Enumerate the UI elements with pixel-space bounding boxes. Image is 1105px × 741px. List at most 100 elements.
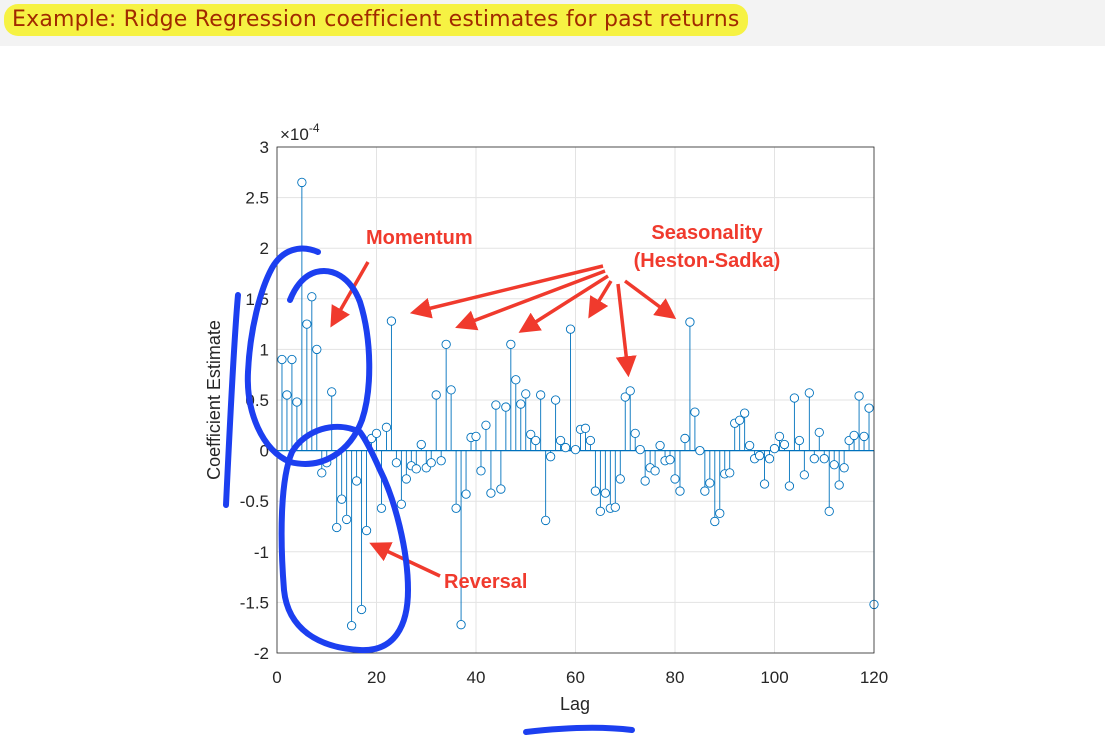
stem-marker <box>391 458 402 468</box>
stem-marker <box>635 444 645 455</box>
slide-title-bar: Example: Ridge Regression coefficient es… <box>0 0 1105 46</box>
stem-marker <box>799 470 809 480</box>
stem-point <box>431 390 441 451</box>
stem-marker <box>829 460 839 470</box>
y-axis-underline-ink <box>223 292 241 508</box>
stem-point <box>744 440 755 451</box>
stem-marker <box>531 435 541 446</box>
x-tick-label: 80 <box>666 668 685 687</box>
stem-point <box>590 450 601 496</box>
stem-point <box>700 450 710 496</box>
stem-point <box>794 435 805 451</box>
stem-marker <box>396 499 407 509</box>
stem-marker <box>650 466 660 476</box>
stem-point <box>526 429 536 451</box>
stem-point <box>356 450 367 615</box>
stem-point <box>396 450 407 509</box>
stem-marker <box>779 439 790 450</box>
stem-marker <box>590 486 601 496</box>
y-tick-label: -1 <box>254 543 269 562</box>
stem-marker <box>665 455 675 465</box>
stem-marker <box>481 420 491 430</box>
stem-marker <box>401 474 411 484</box>
reversal-circle-ink <box>278 423 411 654</box>
stem-point <box>327 387 337 451</box>
stem-marker <box>341 514 352 525</box>
stem-marker <box>585 435 596 446</box>
stem-point <box>426 450 436 468</box>
stem-marker <box>292 397 302 407</box>
stem-marker <box>784 481 795 491</box>
stem-point <box>570 444 581 455</box>
stem-point <box>615 450 625 484</box>
stem-point <box>496 450 506 494</box>
stem-point <box>695 445 705 456</box>
stem-point <box>640 450 650 486</box>
stem-point <box>451 450 461 513</box>
stem-point <box>401 450 411 484</box>
annotation-momentum: Momentum <box>366 227 473 249</box>
stem-point <box>416 439 426 451</box>
stem-marker <box>471 431 481 442</box>
stem-point <box>580 423 591 451</box>
stem-marker <box>332 522 342 533</box>
stem-marker <box>715 508 725 518</box>
stem-marker <box>640 476 650 486</box>
stem-point <box>725 450 735 478</box>
stem-point <box>332 450 342 533</box>
stem-point <box>411 450 421 474</box>
y-tick-label: 1 <box>260 340 269 359</box>
stem-marker <box>506 339 516 349</box>
stem-point <box>735 415 745 451</box>
stem-point <box>585 435 596 451</box>
stem-point <box>754 450 765 461</box>
stem-marker <box>411 464 421 474</box>
y-tick-label: 3 <box>260 138 269 157</box>
stem-point <box>486 450 496 498</box>
stem-marker <box>705 478 715 488</box>
stem-marker <box>769 443 780 454</box>
stem-marker <box>297 177 307 188</box>
stem-marker <box>735 415 745 425</box>
ink-annotations <box>223 245 635 735</box>
stem-point <box>595 450 606 516</box>
stem-point <box>381 422 392 451</box>
stem-marker <box>312 344 322 355</box>
stem-marker <box>476 466 486 476</box>
stem-point <box>789 393 800 451</box>
stem-marker <box>680 433 690 444</box>
stem-marker <box>700 486 710 496</box>
stem-marker <box>774 431 785 442</box>
stem-point <box>461 450 471 499</box>
stem-marker <box>521 389 531 399</box>
stem-point <box>774 431 785 451</box>
stem-marker <box>620 392 630 402</box>
x-axis-underline-ink <box>523 724 635 735</box>
stem-point <box>441 339 451 451</box>
stem-marker <box>804 388 814 398</box>
stem-marker <box>431 390 441 400</box>
stem-marker <box>302 319 312 329</box>
stem-point <box>784 450 795 491</box>
stem-marker <box>595 506 606 516</box>
stem-marker <box>536 390 546 400</box>
stem-point <box>620 392 630 451</box>
stem-marker <box>496 484 506 494</box>
stem-point <box>665 450 675 465</box>
stem-marker <box>416 439 426 450</box>
stem-point <box>386 316 397 451</box>
stem-marker <box>740 408 750 418</box>
stem-marker <box>600 488 610 498</box>
stem-point <box>814 427 824 451</box>
stem-point <box>625 386 635 451</box>
stem-marker <box>361 525 372 536</box>
stem-marker <box>839 463 849 473</box>
stem-marker <box>859 431 869 442</box>
stem-marker <box>356 604 367 615</box>
stem-marker <box>386 316 397 326</box>
stem-point <box>501 402 511 451</box>
stem-marker <box>685 317 695 327</box>
stem-marker <box>814 427 824 438</box>
y-tick-labels: -2-1.5-1-0.500.511.522.53 <box>240 138 269 663</box>
annotation-reversal: Reversal <box>444 571 527 593</box>
